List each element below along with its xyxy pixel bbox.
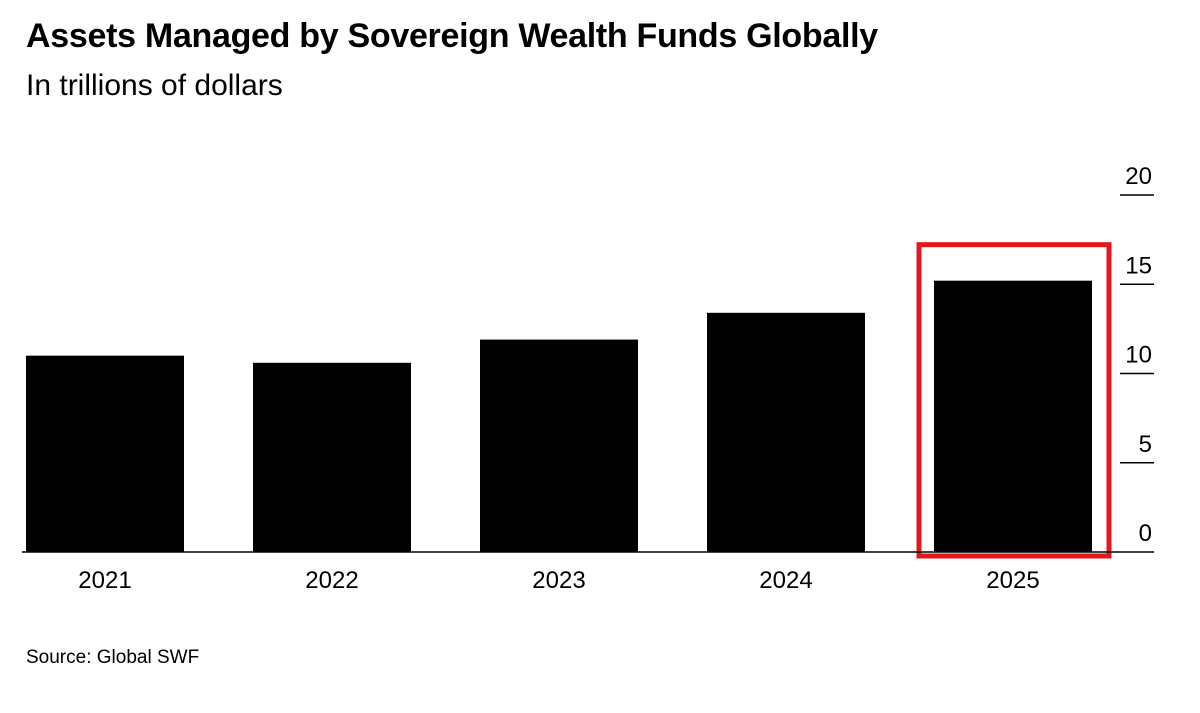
bar xyxy=(26,355,184,552)
y-tick-label: 0 xyxy=(1139,520,1152,547)
x-tick-label: 2021 xyxy=(78,567,131,594)
y-tick-label: 20 xyxy=(1125,163,1152,190)
x-tick-label: 2023 xyxy=(532,567,585,594)
chart-title: Assets Managed by Sovereign Wealth Funds… xyxy=(26,17,878,55)
x-tick-label: 2025 xyxy=(986,567,1039,594)
bar xyxy=(480,339,638,552)
chart-subtitle: In trillions of dollars xyxy=(26,69,283,102)
highlight-box xyxy=(916,242,1112,559)
y-tick-label: 5 xyxy=(1139,431,1152,458)
y-tick-label: 15 xyxy=(1125,252,1152,279)
x-tick-label: 2022 xyxy=(305,567,358,594)
x-tick-label: 2024 xyxy=(759,567,812,594)
y-tick-label: 10 xyxy=(1125,342,1152,369)
bar xyxy=(934,280,1092,552)
source-note: Source: Global SWF xyxy=(26,647,200,668)
bar xyxy=(707,312,865,552)
bar xyxy=(253,362,411,552)
